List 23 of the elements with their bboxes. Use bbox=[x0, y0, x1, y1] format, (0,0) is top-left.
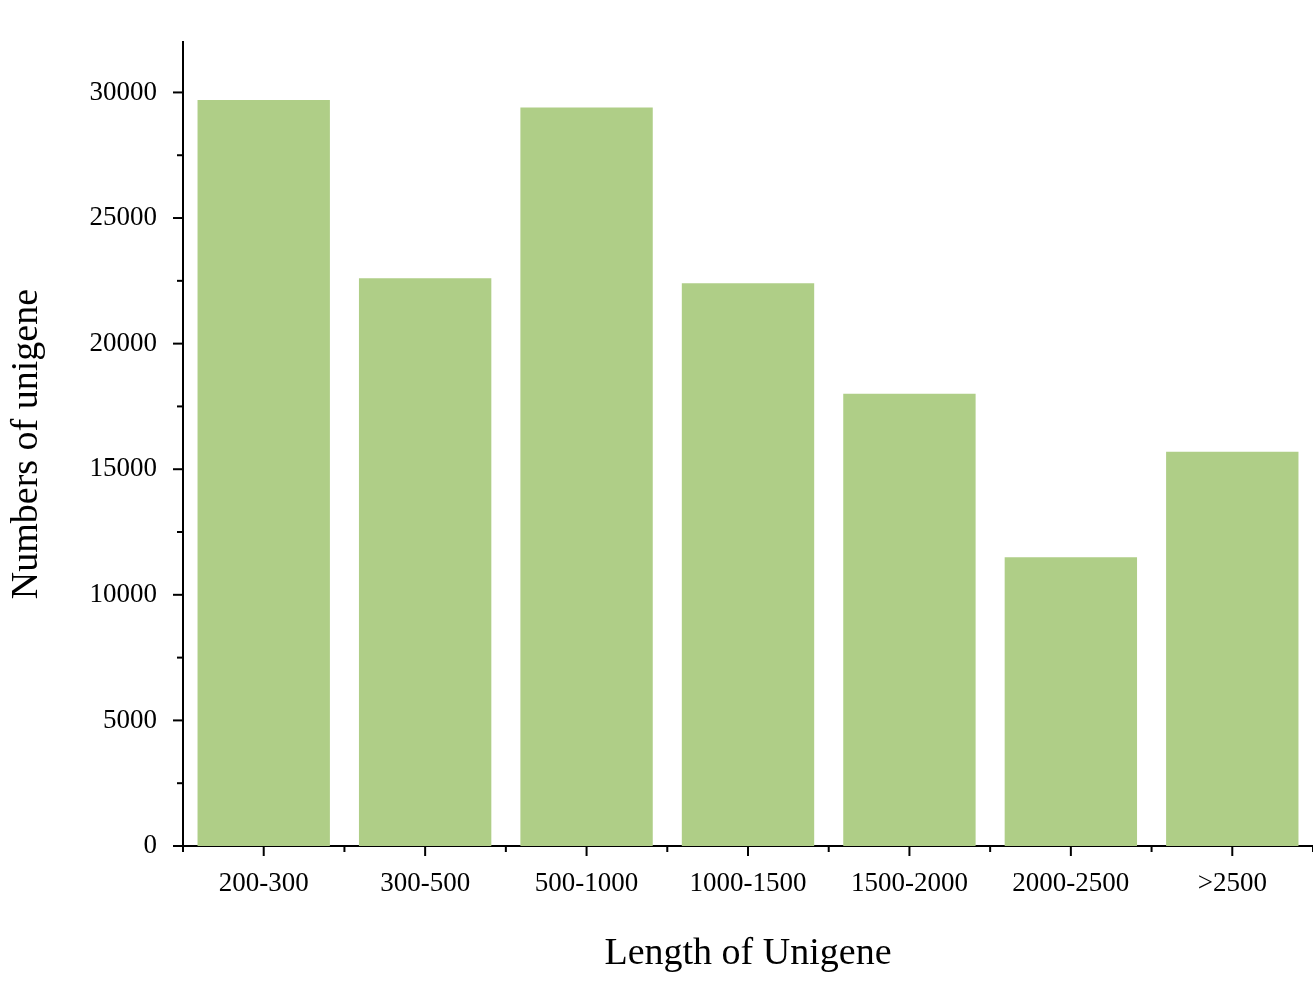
bar bbox=[358, 278, 492, 846]
y-tick-label: 10000 bbox=[89, 577, 157, 608]
bar bbox=[1166, 451, 1299, 846]
y-tick-label: 5000 bbox=[103, 703, 157, 734]
y-tick-label: 25000 bbox=[89, 201, 157, 232]
x-tick-label: 200-300 bbox=[218, 867, 309, 898]
y-tick-label: 30000 bbox=[89, 75, 157, 106]
x-tick-label: 300-500 bbox=[380, 867, 471, 898]
y-tick-label: 0 bbox=[143, 829, 157, 860]
bar bbox=[520, 107, 653, 846]
x-tick-label: 500-1000 bbox=[534, 867, 639, 898]
x-tick-label: 1000-1500 bbox=[689, 867, 807, 898]
x-tick-label: >2500 bbox=[1197, 867, 1267, 898]
x-axis-title: Length of Unigene bbox=[604, 930, 892, 973]
bar bbox=[197, 99, 330, 846]
y-axis-title: Numbers of unigene bbox=[2, 288, 45, 600]
bar bbox=[843, 393, 976, 846]
bar bbox=[681, 283, 815, 846]
x-tick-label: 1500-2000 bbox=[850, 867, 968, 898]
y-tick-label: 15000 bbox=[89, 452, 157, 483]
x-tick-label: 2000-2500 bbox=[1012, 867, 1130, 898]
y-tick-label: 20000 bbox=[89, 326, 157, 357]
bar bbox=[1004, 557, 1138, 846]
